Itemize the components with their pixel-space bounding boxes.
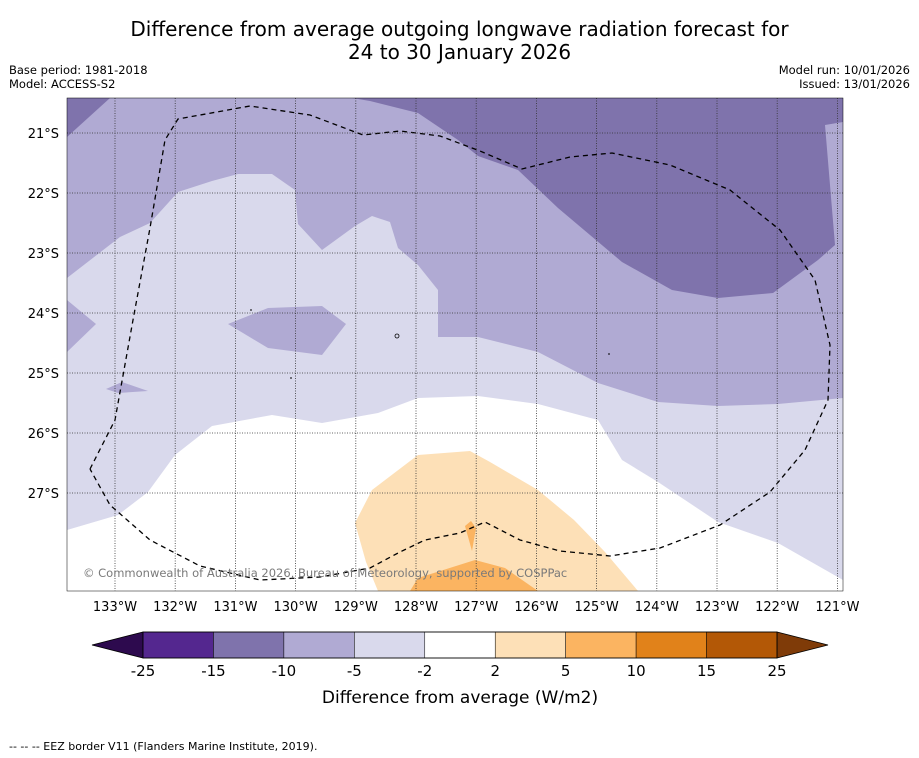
- colorbar-tick-label: 25: [767, 662, 786, 680]
- colorbar-tick-label: 15: [697, 662, 716, 680]
- colorbar-bin: [283, 631, 355, 659]
- contour-corner-minus15: [67, 98, 110, 137]
- map-frame: [66, 97, 844, 592]
- lon-label: 128°W: [394, 600, 438, 615]
- contour-band-minus15-minus10: [352, 98, 843, 298]
- title-line-2: 24 to 30 January 2026: [347, 40, 572, 64]
- lon-label: 131°W: [213, 600, 257, 615]
- longitude-labels: 133°W 132°W 131°W 130°W 129°W 128°W 127°W 126°W…: [93, 600, 860, 615]
- lon-label: 133°W: [93, 600, 137, 615]
- colorbar-outline: [142, 631, 778, 659]
- lat-label: 26°S: [28, 427, 59, 442]
- colorbar-tick-label: 2: [490, 662, 500, 680]
- chart-title: Difference from average outgoing longwav…: [0, 18, 919, 64]
- model-name: Model: ACCESS-S2: [9, 77, 116, 91]
- lon-label: 125°W: [575, 600, 619, 615]
- copyright-text: © Commonwealth of Australia 2026, Bureau…: [83, 566, 567, 580]
- colorbar-bin: [424, 631, 496, 659]
- eez-border-line: [89, 105, 831, 581]
- lon-label: 129°W: [334, 600, 378, 615]
- lon-label: 121°W: [815, 600, 859, 615]
- colorbar-tick-label: -15: [201, 662, 226, 680]
- title-line-1: Difference from average outgoing longwav…: [130, 17, 789, 41]
- small-contour-mark-2: [394, 333, 400, 339]
- contour-spike-5-10: [465, 521, 476, 551]
- lon-label: 132°W: [153, 600, 197, 615]
- colorbar-ticks: -25 -15 -10 -5 -2 2 5 10 15 25: [131, 662, 787, 680]
- contour-island-3: [106, 382, 148, 393]
- colorbar-tick-label: -25: [131, 662, 156, 680]
- contour-band-2-5: [355, 451, 638, 591]
- map-area: © Commonwealth of Australia 2026, Bureau…: [67, 98, 843, 591]
- colorbar-tick-label: 5: [561, 662, 571, 680]
- colorbar-bin: [706, 631, 778, 659]
- latitude-labels: 21°S 22°S 23°S 24°S 25°S 26°S 27°S: [28, 127, 59, 502]
- contour-band-5-10: [410, 560, 538, 591]
- colorbar: -25 -15 -10 -5 -2 2 5 10 15 25 Difference from av…: [91, 631, 829, 708]
- colorbar-tick-label: 10: [627, 662, 646, 680]
- gridlines: [67, 98, 843, 591]
- meta-left: Base period: 1981-2018 Model: ACCESS-S2: [9, 63, 148, 91]
- colorbar-tick-label: -10: [272, 662, 297, 680]
- colorbar-bin: [565, 631, 637, 659]
- colorbar-bin: [635, 631, 707, 659]
- lon-label: 130°W: [274, 600, 318, 615]
- colorbar-bins: [142, 631, 778, 659]
- colorbar-bin: [494, 631, 566, 659]
- colorbar-over-arrow: [776, 631, 829, 659]
- colorbar-under-arrow: [91, 631, 144, 659]
- colorbar-tick-label: -5: [347, 662, 362, 680]
- eez-legend-note: -- -- -- EEZ border V11 (Flanders Marine…: [9, 740, 318, 753]
- model-run: Model run: 10/01/2026: [778, 63, 910, 77]
- lon-label: 122°W: [755, 600, 799, 615]
- contour-island-2: [228, 306, 346, 355]
- colorbar-tick-label: -2: [417, 662, 432, 680]
- lat-label: 22°S: [28, 187, 59, 202]
- base-period: Base period: 1981-2018: [9, 63, 148, 77]
- colorbar-bin: [354, 631, 426, 659]
- lon-label: 124°W: [635, 600, 679, 615]
- lon-label: 127°W: [454, 600, 498, 615]
- contour-island-1: [67, 300, 96, 352]
- colorbar-bin: [213, 631, 285, 659]
- lat-label: 27°S: [28, 487, 59, 502]
- meta-right: Model run: 10/01/2026 Issued: 13/01/2026: [779, 63, 910, 91]
- colorbar-bin: [142, 631, 214, 659]
- lon-label: 123°W: [695, 600, 739, 615]
- lat-label: 24°S: [28, 307, 59, 322]
- lat-label: 21°S: [28, 127, 59, 142]
- lon-label: 126°W: [514, 600, 558, 615]
- lat-label: 25°S: [28, 367, 59, 382]
- issued-date: Issued: 13/01/2026: [799, 77, 910, 91]
- lat-label: 23°S: [28, 247, 59, 262]
- colorbar-label: Difference from average (W/m2): [322, 688, 598, 708]
